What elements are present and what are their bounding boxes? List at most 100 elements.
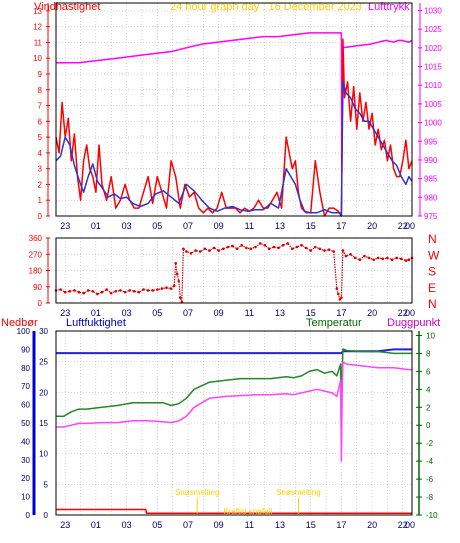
wind-tick-label: 12 [33, 23, 42, 32]
x-tick-label: 07 [183, 221, 193, 231]
humidity-tick-label: 0 [44, 511, 49, 520]
pressure-tick-label: 1020 [424, 44, 442, 53]
x-tick-label: 03 [122, 308, 132, 318]
pressure-tick-label: 975 [424, 212, 438, 221]
pressure-tick-label: 1030 [424, 6, 442, 15]
x-tick-label: 22 [398, 221, 408, 231]
temperature-tick-label: -2 [426, 439, 434, 448]
x-tick-label: 23 [60, 221, 70, 231]
data-layer: Snøsmelting Snøsmelting Kraftig snøfall [54, 32, 414, 517]
series-lufttrykk [56, 32, 413, 180]
x-tick-label: 07 [183, 308, 193, 318]
humidity-tick-label: 30 [39, 327, 48, 336]
temperature-tick-label: 8 [426, 349, 431, 358]
wind-tick-label: 4 [38, 149, 43, 158]
x-tick-label: 20 [367, 221, 377, 231]
x-tick-label: 22 [398, 520, 408, 530]
humidity-tick-label: 20 [39, 388, 48, 397]
wind-tick-label: 0 [38, 212, 43, 221]
x-tick-label: 05 [152, 221, 162, 231]
x-tick-label: 13 [275, 520, 285, 530]
x-tick-label: 17 [336, 308, 346, 318]
x-tick-label: 09 [214, 520, 224, 530]
chart-title: 24 hour graph day : 16 December 2023 [170, 1, 362, 13]
temperature-tick-label: -10 [426, 511, 438, 520]
direction-tick-label: 0 [38, 299, 43, 308]
wind-tick-label: 8 [38, 86, 43, 95]
series-duggpunkt [56, 361, 412, 462]
x-tick-label: 00 [405, 308, 415, 318]
series-nedbør [56, 508, 412, 514]
pressure-tick-label: 1025 [424, 25, 442, 34]
wind-axis-label: Vindhastighet [34, 1, 100, 13]
x-tick-label: 13 [275, 221, 285, 231]
pressure-tick-label: 980 [424, 193, 438, 202]
x-tick-label: 23 [60, 308, 70, 318]
x-tick-label: 22 [398, 308, 408, 318]
series-vind-middel [55, 81, 413, 217]
pressure-axis-label: Lufttrykk [368, 1, 410, 13]
direction-tick-label: 270 [29, 250, 43, 259]
wind-tick-label: 10 [33, 54, 42, 63]
rain-tick-label: 60 [21, 401, 30, 410]
temperature-tick-label: 0 [426, 421, 431, 430]
pressure-tick-label: 1005 [424, 100, 442, 109]
compass-label: S [428, 265, 436, 279]
rain-tick-label: 40 [21, 437, 30, 446]
compass-label: N [428, 297, 437, 311]
pressure-tick-label: 995 [424, 137, 438, 146]
plot-frame-direction [55, 237, 413, 304]
compass-label: W [428, 248, 440, 262]
wind-tick-label: 2 [38, 180, 43, 189]
direction-tick-label: 360 [29, 234, 43, 243]
wind-tick-label: 3 [38, 165, 43, 174]
x-tick-label: 09 [214, 308, 224, 318]
temperature-tick-label: 2 [426, 403, 431, 412]
event-label: Snøsmelting [175, 488, 219, 497]
rain-axis-label: Nedbør [1, 317, 38, 329]
x-tick-label: 07 [183, 520, 193, 530]
dewpoint-axis-label: Duggpunkt [387, 317, 440, 329]
wind-tick-label: 7 [38, 102, 43, 111]
x-tick-label: 01 [91, 520, 101, 530]
wind-tick-label: 9 [38, 70, 43, 79]
pressure-tick-label: 990 [424, 156, 438, 165]
wind-tick-label: 13 [33, 7, 42, 16]
humidity-axis-label: Luftfuktighet [66, 317, 126, 329]
x-tick-label: 11 [245, 308, 254, 318]
compass-label: N [428, 232, 437, 246]
x-tick-label: 11 [245, 520, 254, 530]
event-label: Snøsmelting [276, 488, 320, 497]
x-tick-label: 00 [405, 520, 415, 530]
temperature-tick-label: -6 [426, 475, 434, 484]
x-tick-label: 03 [122, 520, 132, 530]
wind-tick-label: 1 [38, 196, 43, 205]
rain-tick-label: 0 [26, 511, 31, 520]
wind-tick-label: 11 [34, 38, 43, 47]
x-tick-label: 15 [306, 308, 316, 318]
direction-point [151, 289, 154, 292]
x-tick-label: 11 [245, 221, 254, 231]
pressure-tick-label: 985 [424, 175, 438, 184]
x-tick-label: 03 [122, 221, 132, 231]
wind-tick-label: 6 [38, 117, 43, 126]
x-tick-label: 01 [91, 308, 101, 318]
compass-label: E [428, 281, 436, 295]
wind-tick-label: 5 [38, 133, 43, 142]
x-tick-label: 20 [367, 520, 377, 530]
temperature-tick-label: 4 [426, 385, 431, 394]
event-label: Kraftig snøfall [223, 507, 272, 516]
rain-tick-label: 80 [21, 364, 30, 373]
series-temperatur [56, 348, 412, 444]
x-tick-label: 17 [336, 221, 346, 231]
x-tick-label: 15 [306, 520, 316, 530]
temperature-tick-label: 10 [426, 331, 435, 340]
humidity-tick-label: 25 [39, 358, 48, 367]
x-tick-label: 20 [367, 308, 377, 318]
humidity-tick-label: 5 [44, 480, 49, 489]
temperature-tick-label: 6 [426, 367, 431, 376]
x-tick-label: 05 [152, 520, 162, 530]
